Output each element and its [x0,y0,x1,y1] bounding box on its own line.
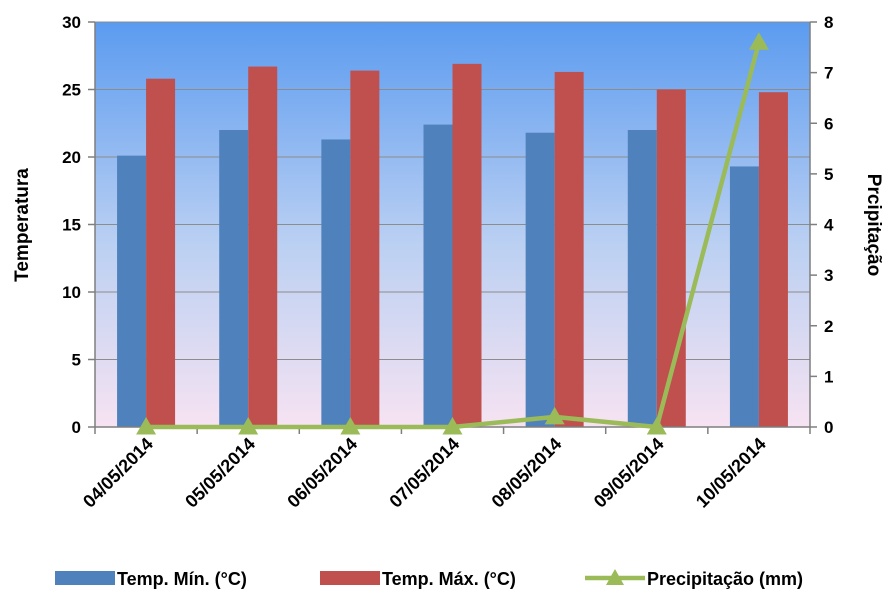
precipitation-marker [340,417,361,435]
bars [117,63,788,428]
x-tick-label: 09/05/2014 [590,434,668,512]
bar-temp-min [729,166,759,427]
x-tick-label: 07/05/2014 [385,434,463,512]
x-tick-label: 04/05/2014 [79,434,157,512]
bar-temp-min [525,132,555,427]
legend: Temp. Mín. (°C) Temp. Máx. (°C) Precipitaç… [55,569,803,589]
x-tick-label: 06/05/2014 [283,434,361,512]
y-tick-label: 0 [72,418,81,437]
legend-label: Temp. Máx. (°C) [382,569,516,589]
bar-temp-min [423,124,453,427]
y-tick-label: 5 [72,351,81,370]
legend-label: Temp. Mín. (°C) [117,569,247,589]
y-tick-label: 20 [62,148,81,167]
precipitation-marker [238,417,259,435]
bar-temp-max [248,66,278,428]
y2-tick-label: 0 [824,418,833,437]
legend-swatch [55,571,115,585]
legend-swatch [320,571,380,585]
y-tick-label: 30 [62,13,81,32]
x-tick-label: 10/05/2014 [692,434,770,512]
y2-tick-label: 2 [824,317,833,336]
bar-temp-min [321,139,351,427]
y-tick-label: 10 [62,283,81,302]
bar-temp-min [117,155,147,427]
y2-tick-label: 6 [824,114,833,133]
y2-tick-label: 7 [824,64,833,83]
y2-axis-title: Prcipitação [863,174,884,276]
bar-temp-max [146,78,176,427]
bar-temp-max [452,63,482,427]
bar-temp-max [350,70,380,427]
legend-marker [606,569,624,585]
precipitation-marker [442,417,463,435]
y2-tick-label: 1 [824,367,833,386]
precipitation-marker [136,417,157,435]
precipitation-marker [544,406,565,425]
bar-temp-max [758,92,788,427]
bar-temp-min [627,130,657,427]
x-tick-label: 08/05/2014 [488,434,566,512]
y2-tick-label: 8 [824,13,833,32]
y-tick-label: 15 [62,216,81,235]
precipitation-line [136,32,769,435]
x-tick-labels: 04/05/2014 05/05/2014 06/05/2014 07/05/2014… [79,434,770,512]
x-tick-label: 05/05/2014 [181,434,259,512]
bar-temp-min [219,130,249,427]
y2-tick-label: 3 [824,266,833,285]
y2-tick-labels: 0 1 2 3 4 5 6 7 8 [824,13,834,437]
y-axis-title: Temperatura [12,168,33,282]
y-tick-labels: 0 5 10 15 20 25 30 [62,13,81,437]
precipitation-marker [646,417,667,435]
y2-tick-label: 4 [824,216,834,235]
precipitation-marker [748,32,769,50]
legend-label: Precipitação (mm) [647,569,803,589]
y-tick-label: 25 [62,81,81,100]
y2-tick-label: 5 [824,165,833,184]
bar-temp-max [554,71,584,427]
